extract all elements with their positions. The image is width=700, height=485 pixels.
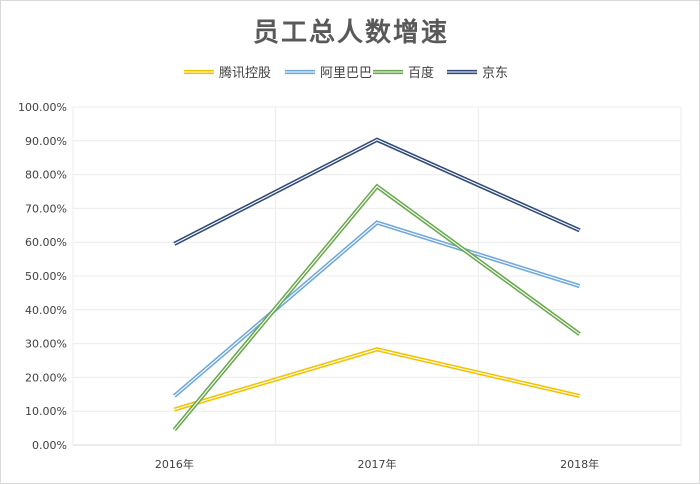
y-tick-label: 10.00% [25, 405, 67, 418]
legend-item: 京东 [447, 66, 508, 81]
legend-label: 百度 [408, 65, 434, 81]
y-tick-label: 30.00% [25, 338, 67, 351]
x-tick-label: 2017年 [358, 457, 397, 471]
series-2 [174, 222, 580, 396]
y-tick-label: 0.00% [32, 439, 67, 452]
y-tick-label: 80.00% [25, 169, 67, 182]
legend-item: 百度 [373, 65, 434, 81]
legend-item: 阿里巴巴 [285, 66, 372, 81]
x-axis: 2016年 2017年 2018年 [155, 457, 599, 471]
y-tick-label: 40.00% [25, 304, 67, 317]
y-tick-label: 60.00% [25, 236, 67, 249]
legend-label: 京东 [482, 66, 508, 81]
legend: 腾讯控股 阿里巴巴 百度 京东 [184, 65, 508, 81]
y-axis: 0.00% 10.00% 20.00% 30.00% 40.00% 50.00% 60.00… [18, 101, 67, 452]
legend-item: 腾讯控股 [184, 65, 271, 81]
y-tick-label: 20.00% [25, 371, 67, 384]
series-line-inner [174, 223, 579, 396]
gridlines [73, 107, 681, 445]
chart-title: 员工总人数增速 [253, 17, 449, 48]
series-line-outer [174, 140, 579, 244]
y-tick-label: 100.00% [18, 101, 67, 114]
series-line-outer [174, 223, 579, 396]
series-4 [174, 140, 580, 244]
legend-label: 阿里巴巴 [320, 66, 372, 81]
series-lines [174, 140, 580, 430]
y-tick-label: 90.00% [25, 135, 67, 148]
y-tick-label: 50.00% [25, 270, 67, 283]
y-tick-label: 70.00% [25, 202, 67, 215]
x-tick-label: 2016年 [155, 457, 194, 471]
series-line-inner [174, 140, 579, 244]
legend-label: 腾讯控股 [219, 65, 271, 81]
x-tick-label: 2018年 [560, 457, 599, 471]
